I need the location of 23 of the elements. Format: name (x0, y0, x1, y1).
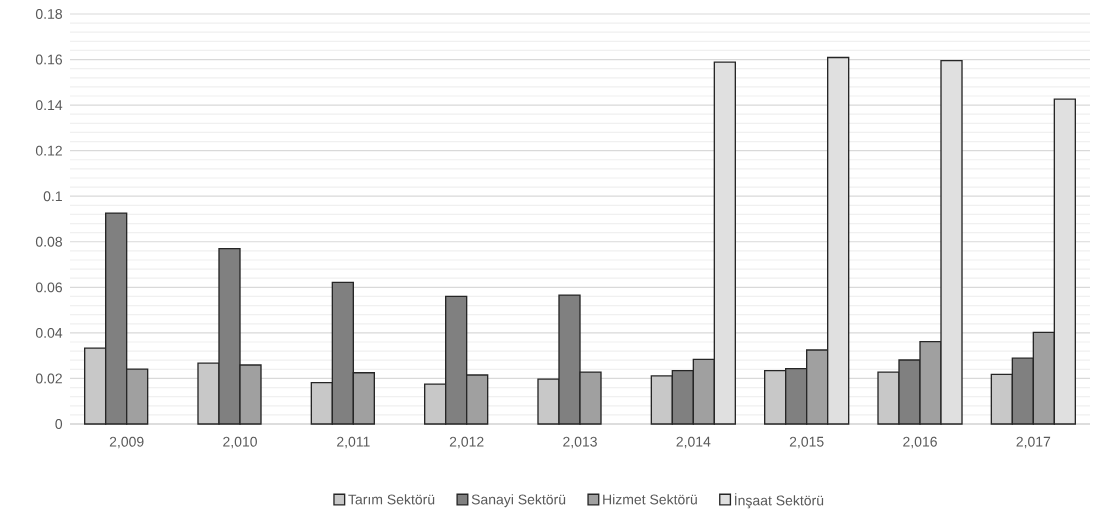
y-tick-label: 0.08 (35, 236, 63, 247)
x-tick-label: 2,011 (337, 436, 370, 449)
x-tick-label: 2,015 (789, 436, 824, 449)
x-tick-label: 2,013 (563, 436, 597, 449)
legend-label: Sanayi Sektörü (471, 494, 566, 508)
y-tick-label: 0.06 (35, 282, 63, 293)
x-tick-label: 2,012 (449, 436, 484, 449)
x-tick-label: 2,017 (1016, 436, 1051, 449)
legend-label: Hizmet Sektörü (603, 494, 697, 505)
y-tick-label: 0.02 (35, 373, 62, 384)
x-tick-label: 2,009 (109, 436, 144, 449)
y-tick-label: 0.16 (35, 54, 63, 65)
legend-label: Tarım Sektörü (348, 494, 435, 505)
y-tick-label: 0.1 (43, 191, 62, 202)
y-tick-label: 0.14 (35, 100, 63, 111)
x-tick-label: 2,014 (676, 436, 711, 449)
y-tick-label: 0.18 (35, 9, 63, 19)
y-tick-label: 0 (55, 419, 63, 429)
x-tick-label: 2,016 (903, 436, 937, 449)
x-tick-label: 2,010 (223, 436, 257, 449)
legend-label: İnşaat Sektörü (735, 493, 824, 509)
y-tick-label: 0.04 (35, 327, 63, 338)
y-tick-label: 0.12 (35, 145, 62, 156)
